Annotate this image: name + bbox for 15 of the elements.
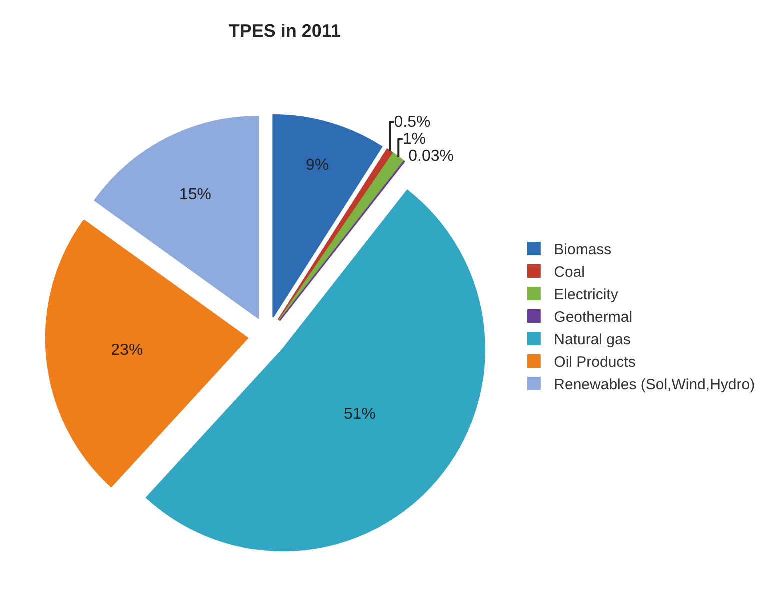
data-label: 0.03% <box>408 148 454 165</box>
data-label: 23% <box>111 342 144 360</box>
legend-label: Geothermal <box>554 309 633 326</box>
legend-label: Coal <box>554 264 586 282</box>
data-label: 9% <box>306 157 330 174</box>
legend-label: Natural gas <box>554 332 631 349</box>
data-label: 0.5% <box>394 114 431 131</box>
chart-title: TPES in 2011 <box>228 20 341 41</box>
data-label: 1% <box>402 130 426 148</box>
data-label: 15% <box>179 186 212 204</box>
legend-label: Electricity <box>554 286 619 304</box>
data-label: 51% <box>344 406 376 423</box>
legend-label: Biomass <box>554 242 612 259</box>
legend-label: Renewables (Sol,Wind,Hydro) <box>554 376 756 394</box>
legend-label: Oil Products <box>554 354 636 372</box>
